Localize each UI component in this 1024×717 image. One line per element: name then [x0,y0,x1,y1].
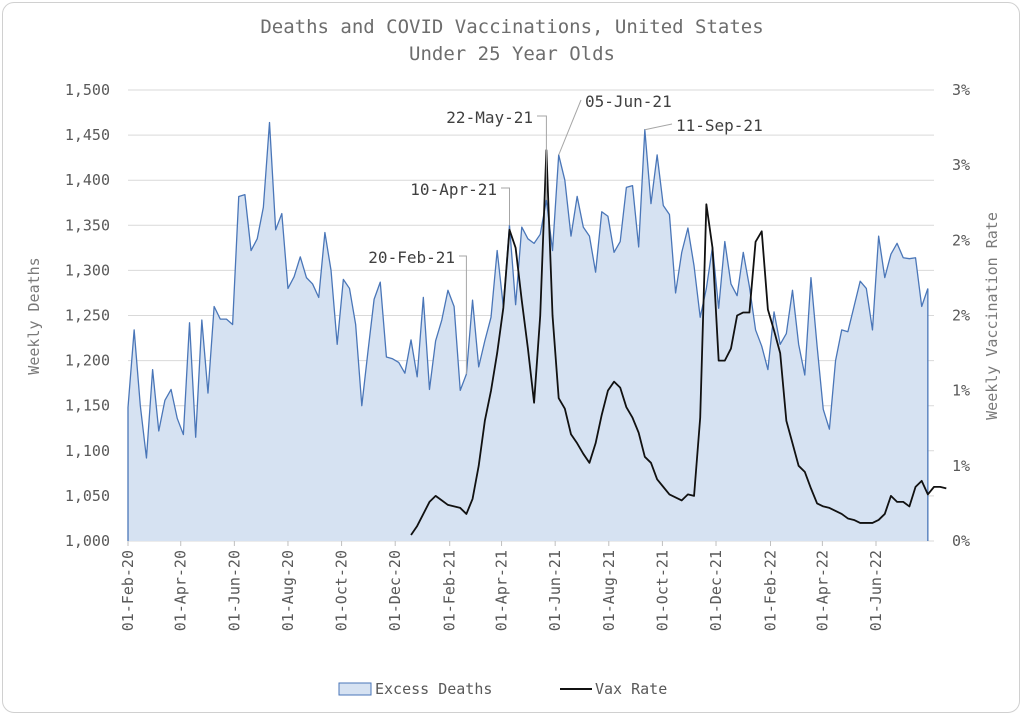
x-tick-label: 01-Dec-20 [386,550,404,631]
y-tick-label: 1,100 [65,442,110,460]
excess-deaths-area-layer [127,121,929,541]
x-tick-label: 01-Apr-22 [813,550,831,631]
x-axis-ticks: 01-Feb-20 01-Apr-20 01-Jun-20 01-Aug-20 01-O… [119,541,885,631]
legend-label-vax-rate: Vax Rate [595,680,667,698]
x-tick-label: 01-Oct-20 [333,550,351,631]
y-tick-label: 1,450 [65,126,110,144]
legend-label-excess-deaths: Excess Deaths [375,680,492,698]
legend-swatch-excess-deaths [338,682,372,696]
x-tick-label: 01-Dec-21 [707,550,725,631]
y2-tick-label: 2% [952,231,970,249]
x-tick-label: 01-Jun-21 [546,550,564,631]
annotation-label: 11-Sep-21 [676,116,763,135]
annotation-leader [501,187,510,226]
excess-deaths-line [127,121,929,459]
y-tick-label: 1,500 [65,81,110,99]
y-tick-label: 1,150 [65,397,110,415]
annotation-label: 10-Apr-21 [410,180,497,199]
y2-tick-label: 0% [952,532,970,550]
y2-axis-title: Weekly Vaccination Rate [983,212,1001,420]
vax-rate-line-layer [410,149,947,536]
annotation-label: 22-May-21 [446,108,533,127]
y2-tick-label: 2% [952,307,970,325]
annotations: 20-Feb-21 10-Apr-21 22-May-21 05-Jun-2111-S… [368,92,763,375]
legend: Excess Deaths Vax Rate [338,680,667,698]
x-tick-label: 01-Oct-21 [653,550,671,631]
x-tick-label: 01-Feb-20 [119,550,137,631]
chart-subtitle: Under 25 Year Olds [409,43,615,65]
y-tick-label: 1,250 [65,307,110,325]
y2-tick-label: 3% [952,81,970,99]
annotation-leader [558,99,582,156]
x-tick-label: 01-Jun-22 [867,550,885,631]
excess-deaths-area-fill [128,122,928,541]
vax-rate-line [410,149,947,536]
y-tick-label: 1,400 [65,171,110,189]
annotation-leader [459,255,467,375]
y-tick-label: 1,050 [65,487,110,505]
y-tick-label: 1,200 [65,352,110,370]
chart-title: Deaths and COVID Vaccinations, United St… [260,16,763,38]
x-tick-label: 01-Apr-21 [493,550,511,631]
y-tick-label: 1,350 [65,216,110,234]
y-axis-title: Weekly Deaths [25,257,43,374]
x-tick-label: 01-Aug-21 [600,550,618,631]
left-axis-ticks: 1,000 1,050 1,100 1,150 1,200 1,250 1,300 1,350… [65,81,110,550]
y2-tick-label: 3% [952,156,970,174]
y2-tick-label: 1% [952,457,970,475]
annotation-leader [644,123,673,131]
y-tick-label: 1,300 [65,261,110,279]
right-axis-ticks: 0% 1% 1% 2% 2% 3% 3% [952,81,970,550]
x-tick-label: 01-Feb-21 [441,550,459,631]
y2-tick-label: 1% [952,382,970,400]
x-tick-label: 01-Jun-20 [225,550,243,631]
annotation-leader [537,115,547,200]
annotation-label: 20-Feb-21 [368,248,455,267]
x-tick-label: 01-Apr-20 [172,550,190,631]
annotation-label: 05-Jun-21 [585,92,672,111]
y-tick-label: 1,000 [65,532,110,550]
x-tick-label: 01-Aug-20 [279,550,297,631]
x-tick-label: 01-Feb-22 [762,550,780,631]
